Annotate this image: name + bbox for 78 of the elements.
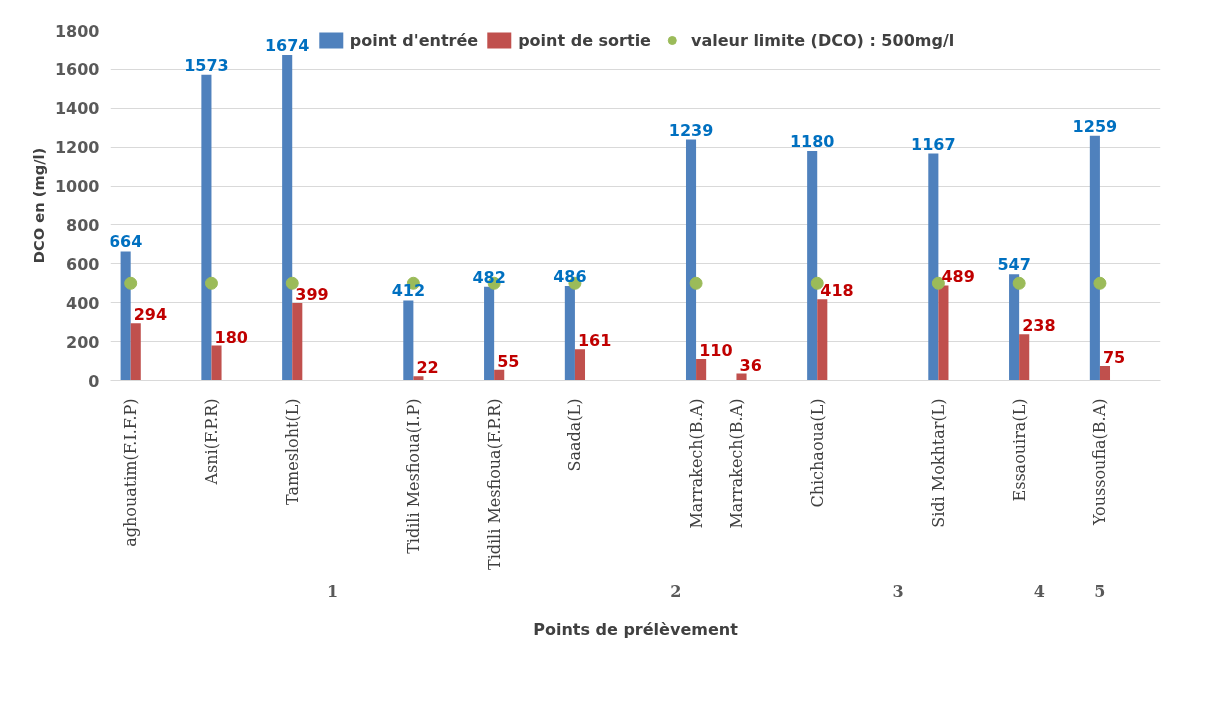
y-tick-label: 800 — [66, 215, 100, 235]
bar — [564, 286, 575, 381]
text: 5 — [1094, 581, 1106, 601]
text: 1 — [327, 581, 339, 601]
data-label: 412 — [391, 281, 426, 301]
x-tick-label: Tidili Mesfioua(I.P) — [403, 398, 423, 554]
bar — [574, 349, 586, 381]
x-tick-label: Sidi Mokhtar(L) — [928, 398, 948, 528]
data-label: 1167 — [911, 134, 956, 154]
data-label: 161 — [577, 331, 612, 351]
data-label: 489 — [941, 267, 975, 287]
x-tick-label: Tamesloht(L) — [282, 398, 302, 505]
bar — [1019, 334, 1030, 381]
data-label: 180 — [214, 327, 248, 347]
bar — [484, 286, 495, 381]
data-label: 547 — [997, 255, 1031, 275]
data-label: 1573 — [184, 55, 229, 75]
data-label: 22 — [416, 358, 439, 378]
x-tick-label: Youssoufia(B.A) — [1090, 398, 1110, 527]
x-tick-label: Saada(L) — [565, 398, 585, 472]
data-label: 1674 — [264, 36, 310, 55]
data-label: 486 — [553, 267, 587, 286]
data-label: 664 — [108, 232, 143, 252]
data-label: 55 — [497, 351, 520, 371]
bar — [130, 323, 141, 381]
data-label: 110 — [699, 341, 733, 361]
bar — [928, 153, 939, 381]
x-tick-label: Asni(F.P.R) — [201, 398, 221, 486]
bar — [120, 251, 131, 381]
y-tick-label: 1000 — [54, 177, 100, 197]
x-tick-label: Marrakech(B.A) — [726, 398, 746, 529]
y-tick-label: 200 — [66, 332, 100, 352]
bar — [736, 373, 747, 381]
legend-label: point de sortie — [518, 30, 651, 50]
data-label: 238 — [1022, 316, 1056, 336]
y-tick-label: 1400 — [54, 99, 100, 119]
x-tick-label: Essaouira(L) — [1009, 398, 1029, 502]
bar — [413, 376, 424, 381]
x-tick-label: Chichaoua(L) — [807, 398, 827, 508]
bar — [403, 300, 414, 381]
x-axis-title: Points de prélèvement — [533, 619, 739, 639]
text: 4 — [1033, 581, 1045, 601]
bar — [685, 139, 697, 381]
data-label: 75 — [1102, 347, 1126, 367]
data-label: 294 — [133, 305, 168, 325]
data-label: 1239 — [668, 120, 714, 140]
bar — [494, 369, 505, 381]
y-tick-label: 1600 — [54, 60, 100, 80]
x-tick-label: aghouatim(F.I.F.P) — [121, 398, 141, 547]
legend-label: point d'entrée — [349, 30, 479, 50]
y-axis-title: DCO en (mg/l) — [29, 147, 47, 264]
bar — [292, 302, 303, 381]
data-label: 399 — [295, 284, 329, 304]
y-tick-label: 0 — [88, 371, 100, 391]
bar — [1099, 365, 1111, 381]
bar — [211, 345, 222, 381]
bar — [282, 55, 293, 381]
bar — [807, 151, 818, 381]
x-tick-label: Tidili Mesfioua(F.P.R) — [484, 398, 504, 571]
x-tick-label: Marrakech(B.A) — [686, 398, 706, 529]
data-label: 482 — [472, 267, 506, 287]
data-label: 1180 — [789, 132, 835, 152]
y-tick-label: 400 — [66, 293, 100, 313]
y-tick-label: 600 — [66, 254, 100, 274]
bar — [938, 285, 949, 381]
legend-label: valeur limite (DCO) : 500mg/l — [690, 30, 955, 50]
y-tick-label: 1200 — [54, 138, 100, 158]
text: 3 — [892, 581, 904, 601]
bar — [201, 74, 212, 381]
bar — [1089, 135, 1100, 381]
data-label: 36 — [739, 355, 762, 375]
data-label: 418 — [820, 281, 854, 301]
text: 2 — [670, 581, 682, 601]
y-tick-label: 1800 — [54, 21, 100, 41]
bar — [817, 299, 828, 381]
data-label: 1259 — [1072, 116, 1118, 136]
bar — [696, 359, 707, 381]
bar — [1009, 274, 1020, 381]
